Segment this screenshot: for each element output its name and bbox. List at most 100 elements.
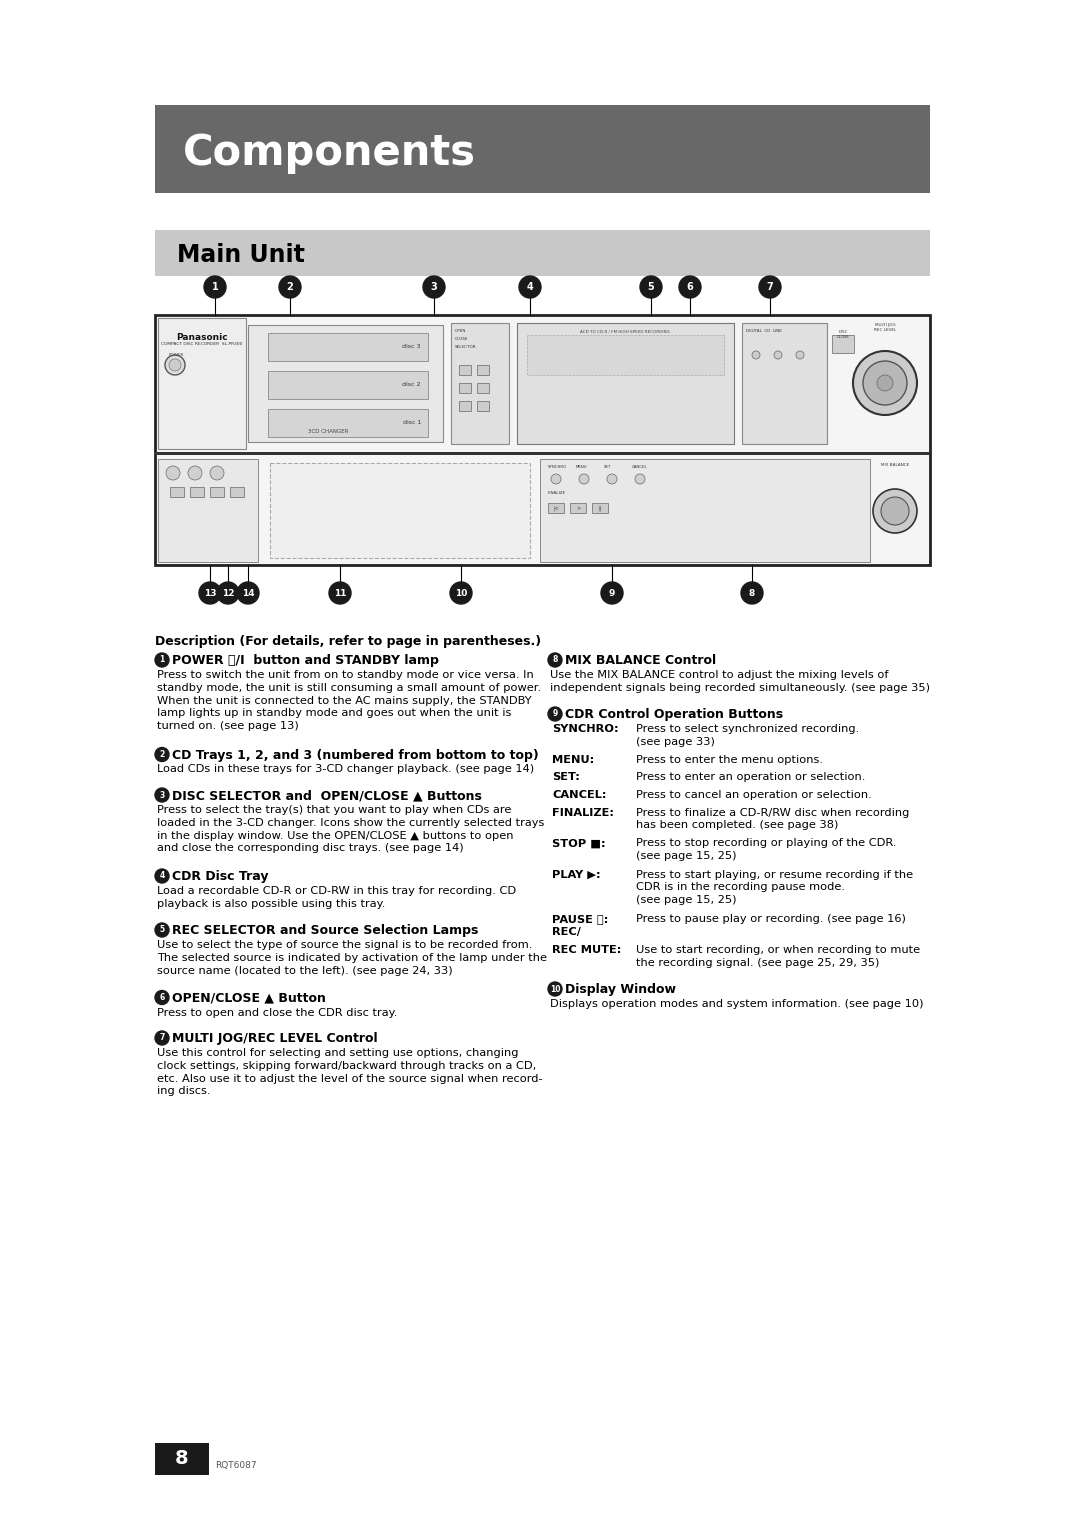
Bar (477, 401, 489, 410)
Circle shape (741, 582, 762, 605)
Text: MULTI JOG
REC LEVEL: MULTI JOG REC LEVEL (874, 323, 896, 332)
Circle shape (165, 355, 185, 375)
Text: disc 2: disc 2 (403, 383, 421, 387)
Circle shape (166, 465, 180, 481)
Text: 8: 8 (552, 655, 557, 664)
Text: 4: 4 (160, 871, 164, 880)
Text: Load CDs in these trays for 3-CD changer playback. (see page 14): Load CDs in these trays for 3-CD changer… (157, 764, 535, 775)
Text: DISC
CLOSE: DISC CLOSE (837, 331, 850, 338)
Text: 7: 7 (767, 282, 773, 292)
Bar (270, 462, 530, 557)
Text: PLAY ▶:: PLAY ▶: (552, 870, 600, 879)
Text: 6: 6 (160, 994, 164, 1001)
Text: 12: 12 (221, 588, 234, 597)
Circle shape (679, 276, 701, 299)
Circle shape (635, 475, 645, 484)
Bar (451, 323, 509, 444)
Text: 9: 9 (609, 588, 616, 597)
Text: disc 1: disc 1 (403, 421, 421, 426)
Text: ACD TO CD-R / FM HIGH SPEED RECORDING: ACD TO CD-R / FM HIGH SPEED RECORDING (580, 331, 670, 334)
Text: Description (For details, refer to page in parentheses.): Description (For details, refer to page … (156, 635, 541, 648)
Circle shape (450, 582, 472, 605)
Circle shape (774, 351, 782, 358)
Text: CLOSE: CLOSE (455, 337, 469, 341)
Text: SET:: SET: (552, 773, 580, 782)
Text: 6: 6 (687, 282, 693, 292)
Text: CDR Control Operation Buttons: CDR Control Operation Buttons (565, 707, 783, 721)
Text: 14: 14 (242, 588, 254, 597)
Circle shape (329, 582, 351, 605)
Text: ||: || (598, 505, 602, 511)
Text: 10: 10 (550, 984, 561, 994)
Circle shape (199, 582, 221, 605)
Bar (158, 318, 246, 449)
Bar (158, 459, 258, 562)
Circle shape (759, 276, 781, 299)
Circle shape (873, 488, 917, 533)
Text: Press to switch the unit from on to standby mode or vice versa. In
standby mode,: Press to switch the unit from on to stan… (157, 671, 541, 732)
Bar (268, 334, 428, 361)
Text: |<: |< (553, 505, 559, 511)
Text: CANCEL:: CANCEL: (552, 790, 607, 801)
Text: Press to cancel an operation or selection.: Press to cancel an operation or selectio… (636, 790, 872, 801)
Text: REC/: REC/ (552, 928, 581, 937)
Circle shape (548, 654, 562, 668)
Circle shape (423, 276, 445, 299)
Text: DIGITAL  CD  LINE: DIGITAL CD LINE (746, 329, 782, 334)
Circle shape (204, 276, 226, 299)
Circle shape (210, 465, 224, 481)
Text: 3CD CHANGER: 3CD CHANGER (308, 429, 349, 433)
Text: DISC SELECTOR and  OPEN/CLOSE ▲ Buttons: DISC SELECTOR and OPEN/CLOSE ▲ Buttons (172, 788, 482, 802)
Bar (170, 487, 184, 498)
Text: 3: 3 (431, 282, 437, 292)
Text: RQT6087: RQT6087 (215, 1461, 257, 1470)
Text: STOP ■:: STOP ■: (552, 839, 606, 848)
Text: Load a recordable CD-R or CD-RW in this tray for recording. CD
playback is also : Load a recordable CD-R or CD-RW in this … (157, 886, 516, 909)
Text: Press to select synchronized recording.
(see page 33): Press to select synchronized recording. … (636, 724, 860, 747)
Circle shape (551, 475, 561, 484)
Text: 11: 11 (334, 588, 347, 597)
Text: MENU:: MENU: (552, 755, 594, 766)
Text: 4: 4 (527, 282, 534, 292)
Bar (230, 487, 244, 498)
Text: PAUSE ⏸:: PAUSE ⏸: (552, 914, 608, 925)
Text: Use to start recording, or when recording to mute
the recording signal. (see pag: Use to start recording, or when recordin… (636, 945, 920, 968)
Text: SET: SET (604, 465, 611, 468)
Circle shape (156, 747, 168, 761)
Text: Press to stop recording or playing of the CDR.
(see page 15, 25): Press to stop recording or playing of th… (636, 839, 896, 862)
Text: Press to select the tray(s) that you want to play when CDs are
loaded in the 3-C: Press to select the tray(s) that you wan… (157, 805, 544, 853)
Circle shape (156, 788, 168, 802)
Text: disc 3: disc 3 (403, 344, 421, 349)
Circle shape (640, 276, 662, 299)
Text: Press to open and close the CDR disc tray.: Press to open and close the CDR disc tra… (157, 1007, 397, 1018)
Bar (517, 323, 734, 444)
Text: SYNCHRO: SYNCHRO (548, 465, 567, 468)
Bar (742, 323, 827, 444)
Bar (210, 487, 224, 498)
Text: SELECTOR: SELECTOR (455, 344, 476, 349)
Text: CANCEL: CANCEL (632, 465, 648, 468)
Text: Use this control for selecting and setting use options, changing
clock settings,: Use this control for selecting and setti… (157, 1049, 542, 1096)
Bar (477, 383, 489, 393)
Circle shape (156, 1030, 168, 1046)
Text: Displays operation modes and system information. (see page 10): Displays operation modes and system info… (550, 1000, 923, 1009)
Text: POWER: POWER (168, 354, 185, 357)
Text: Press to start playing, or resume recording if the
CDR is in the recording pause: Press to start playing, or resume record… (636, 870, 913, 905)
Circle shape (863, 361, 907, 406)
Circle shape (156, 870, 168, 883)
Text: MIX BALANCE: MIX BALANCE (881, 462, 909, 467)
Bar (156, 1444, 210, 1474)
Text: 9: 9 (552, 709, 557, 718)
Text: Panasonic: Panasonic (176, 334, 228, 341)
Text: 3: 3 (160, 790, 164, 799)
Bar (459, 383, 471, 393)
Text: 10: 10 (455, 588, 468, 597)
Bar (268, 371, 428, 400)
Text: 2: 2 (286, 282, 294, 292)
Bar (527, 335, 724, 375)
Text: OPEN/CLOSE ▲ Button: OPEN/CLOSE ▲ Button (172, 992, 326, 1004)
Text: POWER ⏽/I  button and STANDBY lamp: POWER ⏽/I button and STANDBY lamp (172, 654, 438, 668)
Text: REC SELECTOR and Source Selection Lamps: REC SELECTOR and Source Selection Lamps (172, 925, 478, 937)
Bar (156, 230, 930, 276)
Text: CDR Disc Tray: CDR Disc Tray (172, 870, 269, 883)
